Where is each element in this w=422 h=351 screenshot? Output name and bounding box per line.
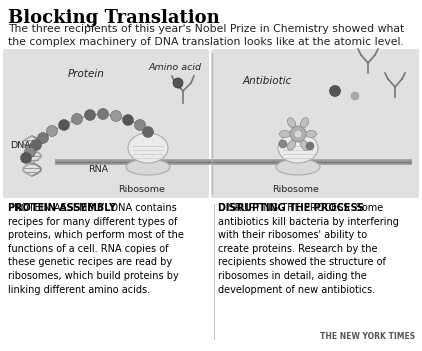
Text: The three recipients of this year's Nobel Prize in Chemistry showed what
the com: The three recipients of this year's Nobe… [8,24,404,47]
Text: Protein: Protein [68,69,105,79]
Circle shape [330,86,341,97]
FancyBboxPatch shape [3,49,209,198]
Circle shape [143,126,154,138]
Circle shape [279,140,287,148]
Text: Ribosome: Ribosome [272,185,319,194]
Circle shape [306,142,314,150]
Circle shape [351,92,359,100]
Circle shape [24,146,35,158]
Ellipse shape [287,118,295,128]
Circle shape [71,113,82,125]
Circle shape [84,110,95,120]
Ellipse shape [300,140,308,150]
Text: PROTEIN ASSEMBLY  DNA contains
recipes for many different types of
proteins, whi: PROTEIN ASSEMBLY DNA contains recipes fo… [8,203,184,294]
Circle shape [173,78,183,88]
Circle shape [30,139,41,151]
Text: RNA: RNA [88,166,108,174]
Circle shape [97,108,108,119]
Circle shape [38,132,49,144]
Circle shape [122,114,133,126]
FancyBboxPatch shape [211,49,419,198]
Ellipse shape [278,133,318,163]
Ellipse shape [287,140,295,150]
Text: Antibiotic: Antibiotic [243,76,292,86]
Ellipse shape [279,131,290,138]
Circle shape [46,126,57,137]
Ellipse shape [300,118,308,128]
Ellipse shape [126,159,170,175]
Circle shape [294,130,302,138]
Text: DNA: DNA [10,140,31,150]
Text: Amino acid: Amino acid [148,62,201,72]
Text: DISRUPTING THE PROCESS  Some
antibiotics kill bacteria by interfering
with their: DISRUPTING THE PROCESS Some antibiotics … [218,203,399,294]
Circle shape [290,126,306,142]
Circle shape [59,119,70,131]
Ellipse shape [128,133,168,163]
Circle shape [135,119,146,131]
Ellipse shape [306,131,316,138]
Text: DISRUPTING THE PROCESS: DISRUPTING THE PROCESS [218,203,364,213]
Circle shape [111,111,122,121]
Ellipse shape [276,159,320,175]
Text: PROTEIN ASSEMBLY: PROTEIN ASSEMBLY [8,203,116,213]
Text: THE NEW YORK TIMES: THE NEW YORK TIMES [320,332,415,341]
Circle shape [21,152,32,164]
Text: Ribosome: Ribosome [118,185,165,194]
Text: Blocking Translation: Blocking Translation [8,9,220,27]
